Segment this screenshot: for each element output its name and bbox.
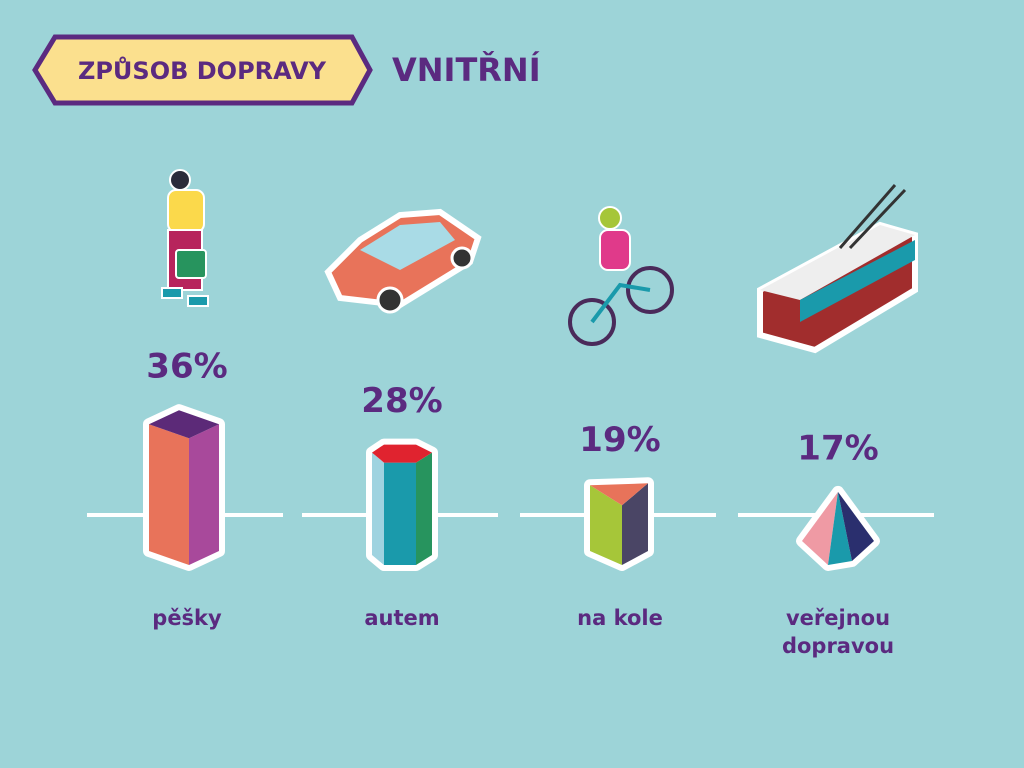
chart-title: ZPŮSOB DOPRAVY [78,55,327,85]
bar-face [384,462,416,565]
car-icon [324,208,482,314]
category-label: autem [364,606,440,630]
value-label: 17% [797,428,878,468]
chart-subtitle: VNITŘNÍ [392,51,541,89]
value-label: 19% [579,420,660,460]
bar [584,477,654,571]
bar-face [590,483,648,506]
bar-face [416,452,432,565]
bar-face [189,424,219,565]
bar-face [149,424,189,565]
bar-face [372,452,384,565]
bus-icon [757,184,918,354]
bar-face [622,483,648,565]
bar-face [149,410,219,439]
bar-face [838,491,874,561]
value-label: 36% [146,347,227,387]
value-label: 28% [361,381,442,421]
walker-icon [161,169,209,307]
title-badge [32,34,373,106]
bar [366,438,438,571]
bar-face [590,485,622,565]
bar-face [828,491,852,565]
bike-icon [568,206,674,346]
bar-face [372,444,432,463]
category-label: veřejnou dopravou [781,606,895,658]
category-label: na kole [577,606,663,630]
category-label: pěšky [152,606,222,630]
bar [143,404,225,571]
bar [796,485,880,571]
bar-face [802,491,838,565]
